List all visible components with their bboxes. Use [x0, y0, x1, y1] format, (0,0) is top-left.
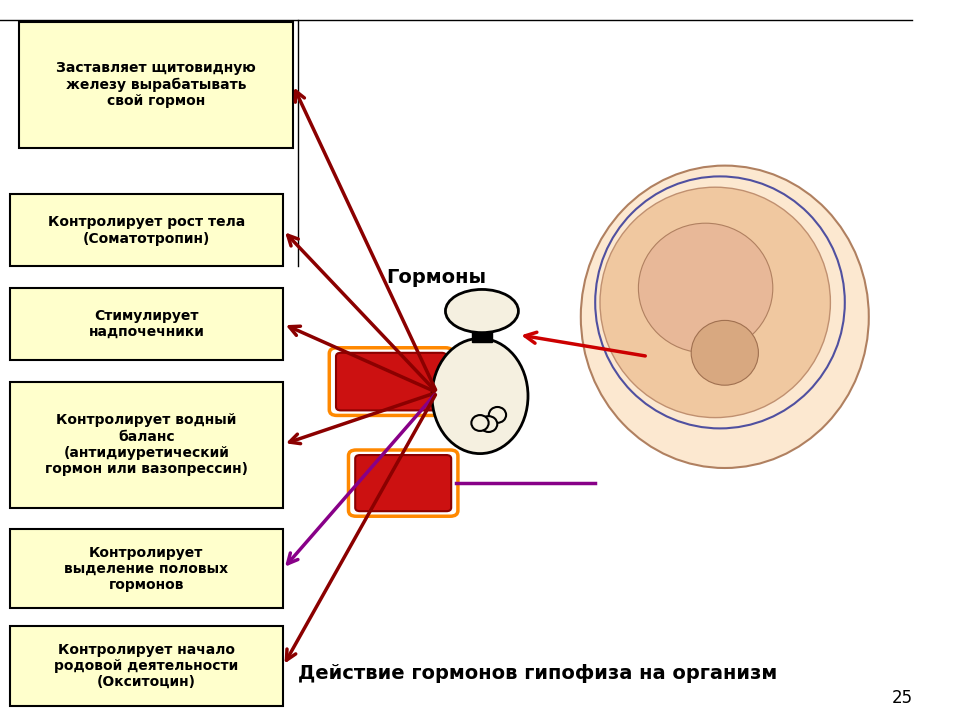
Ellipse shape — [691, 320, 758, 385]
FancyBboxPatch shape — [336, 353, 446, 410]
Ellipse shape — [471, 415, 489, 431]
FancyBboxPatch shape — [10, 288, 283, 360]
FancyBboxPatch shape — [19, 22, 293, 148]
Ellipse shape — [432, 338, 528, 454]
FancyBboxPatch shape — [10, 194, 283, 266]
Ellipse shape — [600, 187, 830, 418]
Text: Контролирует водный
баланс
(антидиуретический
гормон или вазопрессин): Контролирует водный баланс (антидиуретич… — [45, 413, 248, 476]
Text: Контролирует рост тела
(Соматотропин): Контролирует рост тела (Соматотропин) — [48, 215, 245, 246]
Ellipse shape — [638, 223, 773, 353]
FancyBboxPatch shape — [10, 529, 283, 608]
Ellipse shape — [489, 407, 506, 423]
Ellipse shape — [445, 289, 518, 333]
FancyBboxPatch shape — [355, 455, 451, 511]
Text: Действие гормонов гипофиза на организм: Действие гормонов гипофиза на организм — [298, 664, 778, 683]
Text: Заставляет щитовидную
железу вырабатывать
свой гормон: Заставляет щитовидную железу вырабатыват… — [56, 61, 256, 108]
Text: 25: 25 — [892, 690, 913, 707]
FancyBboxPatch shape — [10, 626, 283, 706]
Text: Гормоны: Гормоны — [387, 268, 487, 287]
Ellipse shape — [480, 416, 497, 432]
Ellipse shape — [581, 166, 869, 468]
Text: Стимулирует
надпочечники: Стимулирует надпочечники — [88, 309, 204, 339]
Text: Контролирует
выделение половых
гормонов: Контролирует выделение половых гормонов — [64, 546, 228, 592]
Text: Контролирует начало
родовой деятельности
(Окситоцин): Контролирует начало родовой деятельности… — [55, 643, 238, 689]
FancyBboxPatch shape — [10, 382, 283, 508]
FancyBboxPatch shape — [472, 310, 492, 342]
